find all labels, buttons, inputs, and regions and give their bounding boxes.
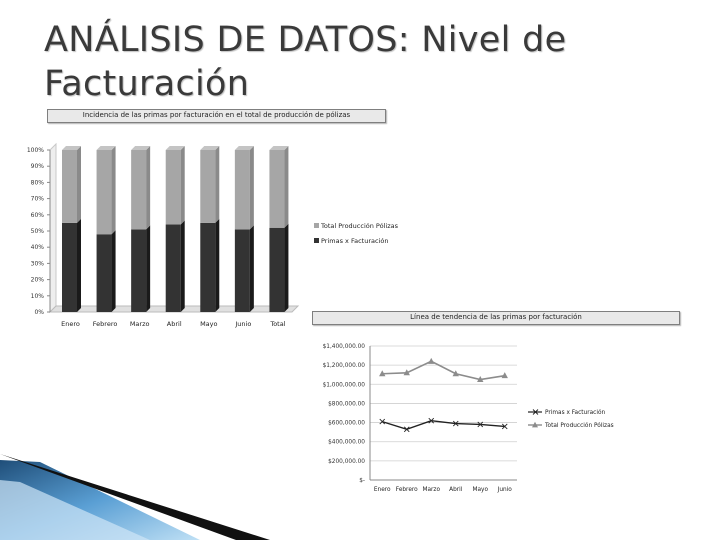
bar-top	[200, 146, 220, 150]
y-tick-label: 40%	[31, 244, 45, 251]
legend-label: Total Producción Pólizas	[544, 422, 614, 429]
bar-side	[146, 146, 151, 230]
bar-segment	[234, 150, 250, 230]
bar-segment	[234, 229, 250, 312]
y-tick-label: $1,200,000.00	[323, 363, 366, 369]
data-point	[501, 423, 508, 430]
bar-side	[146, 225, 151, 312]
x-tick-label: Mayo	[200, 320, 217, 328]
data-point	[379, 418, 386, 425]
bar-side	[284, 223, 289, 312]
x-tick-label: Junio	[234, 320, 251, 328]
bar-side	[284, 146, 289, 228]
y-tick-label: $-	[359, 478, 365, 484]
deco-dark-wedge	[0, 454, 270, 540]
bar-side	[77, 146, 81, 223]
legend-marker	[532, 409, 539, 415]
bar-segment	[131, 229, 147, 312]
slide-title: ANÁLISIS DE DATOS: Nivel de Facturación	[44, 20, 567, 104]
legend-swatch	[314, 223, 319, 228]
y-tick-label: $200,000.00	[328, 459, 365, 465]
x-tick-label: Enero	[374, 487, 391, 493]
bar-segment	[200, 150, 216, 223]
y-tick-label: 0%	[34, 309, 44, 316]
legend-label: Total Producción Pólizas	[320, 222, 399, 230]
x-tick-label: Total	[269, 320, 285, 328]
bar-side	[249, 146, 254, 230]
data-point	[477, 376, 484, 382]
data-point	[428, 357, 435, 364]
x-tick-label: Junio	[497, 487, 513, 493]
data-point	[379, 370, 386, 377]
bar-segment	[96, 234, 112, 312]
bar-segment	[165, 224, 181, 312]
bar-top	[269, 146, 289, 150]
y-tick-label: $400,000.00	[328, 440, 365, 446]
bar-side	[215, 218, 220, 312]
y-tick-label: 100%	[27, 147, 44, 154]
y-tick-label: 90%	[31, 163, 45, 170]
data-point	[501, 372, 508, 379]
x-tick-label: Enero	[61, 320, 80, 328]
bar-top	[165, 146, 185, 150]
bar-segment	[62, 222, 77, 312]
line-chart: $- $200,000.00 $400,000.00 $600,000.00 $800,…	[323, 344, 614, 493]
data-point	[452, 370, 459, 377]
y-tick-label: 80%	[31, 179, 45, 186]
bar-side	[111, 230, 116, 312]
line-chart-title: Línea de tendencia de las primas por fac…	[312, 311, 680, 325]
legend-swatch	[314, 238, 319, 243]
x-tick-label: Abril	[167, 320, 182, 328]
x-tick-label: Abril	[449, 487, 463, 493]
series-line	[382, 360, 505, 381]
bar-top	[234, 146, 254, 150]
side-wall	[49, 142, 57, 314]
legend-label: Primas x Facturación	[545, 409, 605, 416]
y-tick-label: $600,000.00	[328, 421, 365, 427]
x-tick-label: Febrero	[396, 487, 418, 493]
legend-label: Primas x Facturación	[321, 237, 388, 245]
bar-side	[215, 146, 220, 223]
y-tick-label: $1,400,000.00	[323, 344, 366, 350]
corner-decoration	[0, 454, 270, 540]
deco-light-band	[0, 480, 150, 540]
bar-chart-title: Incidencia de las primas por facturación…	[47, 109, 386, 123]
y-tick-label: 10%	[31, 293, 45, 300]
bar-side	[180, 146, 185, 225]
bar-segment	[165, 150, 181, 225]
y-tick-label: 50%	[31, 228, 45, 235]
bar-segment	[96, 150, 112, 235]
data-point	[428, 417, 435, 424]
bar-chart: 0% 10% 20% 30% 40% 50% 60% 70% 80% 90% 100% Enero Fe…	[27, 142, 399, 328]
bar-side	[111, 146, 116, 235]
y-tick-label: 70%	[31, 196, 45, 203]
bar-segment	[269, 227, 285, 312]
data-point	[452, 420, 459, 427]
bar-top	[62, 146, 81, 150]
bar-top	[131, 146, 151, 150]
y-tick-label: 60%	[31, 212, 45, 219]
bar-segment	[269, 150, 285, 228]
data-point	[403, 369, 410, 376]
bar-segment	[62, 150, 77, 223]
data-point	[403, 426, 410, 433]
x-tick-label: Mayo	[472, 487, 488, 493]
legend-marker	[532, 421, 538, 428]
bar-top	[96, 146, 116, 150]
data-point	[477, 421, 484, 428]
x-tick-label: Marzo	[130, 320, 150, 328]
bar-side	[249, 225, 254, 312]
bar-side	[77, 218, 81, 312]
y-tick-label: 30%	[31, 260, 45, 267]
y-tick-label: $1,000,000.00	[323, 382, 366, 388]
bar-segment	[200, 222, 216, 312]
bar-side	[180, 220, 185, 312]
y-tick-label: $800,000.00	[328, 401, 365, 407]
y-tick-label: 20%	[31, 277, 45, 284]
x-tick-label: Marzo	[422, 487, 440, 493]
bar-segment	[131, 150, 147, 230]
series-line	[382, 419, 505, 431]
x-tick-label: Febrero	[93, 320, 118, 328]
